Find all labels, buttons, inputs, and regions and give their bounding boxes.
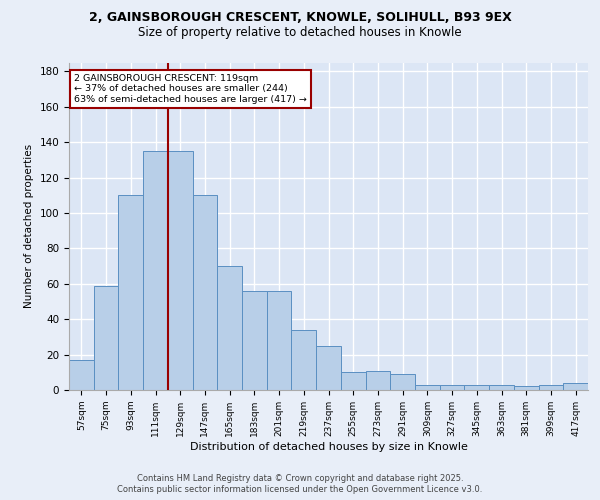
Bar	[94, 286, 118, 390]
Bar	[292, 330, 316, 390]
Bar	[217, 266, 242, 390]
Bar	[316, 346, 341, 390]
Bar	[539, 384, 563, 390]
Bar	[514, 386, 539, 390]
Bar	[242, 291, 267, 390]
Bar	[365, 370, 390, 390]
Bar	[143, 151, 168, 390]
Bar	[464, 384, 489, 390]
Bar	[390, 374, 415, 390]
Bar	[440, 384, 464, 390]
Bar	[267, 291, 292, 390]
Bar	[563, 383, 588, 390]
X-axis label: Distribution of detached houses by size in Knowle: Distribution of detached houses by size …	[190, 442, 467, 452]
Text: Size of property relative to detached houses in Knowle: Size of property relative to detached ho…	[138, 26, 462, 39]
Text: 2 GAINSBOROUGH CRESCENT: 119sqm
← 37% of detached houses are smaller (244)
63% o: 2 GAINSBOROUGH CRESCENT: 119sqm ← 37% of…	[74, 74, 307, 104]
Text: Contains HM Land Registry data © Crown copyright and database right 2025.
Contai: Contains HM Land Registry data © Crown c…	[118, 474, 482, 494]
Bar	[69, 360, 94, 390]
Bar	[489, 384, 514, 390]
Bar	[341, 372, 365, 390]
Bar	[118, 196, 143, 390]
Bar	[193, 196, 217, 390]
Bar	[168, 151, 193, 390]
Bar	[415, 384, 440, 390]
Text: 2, GAINSBOROUGH CRESCENT, KNOWLE, SOLIHULL, B93 9EX: 2, GAINSBOROUGH CRESCENT, KNOWLE, SOLIHU…	[89, 11, 511, 24]
Y-axis label: Number of detached properties: Number of detached properties	[24, 144, 34, 308]
